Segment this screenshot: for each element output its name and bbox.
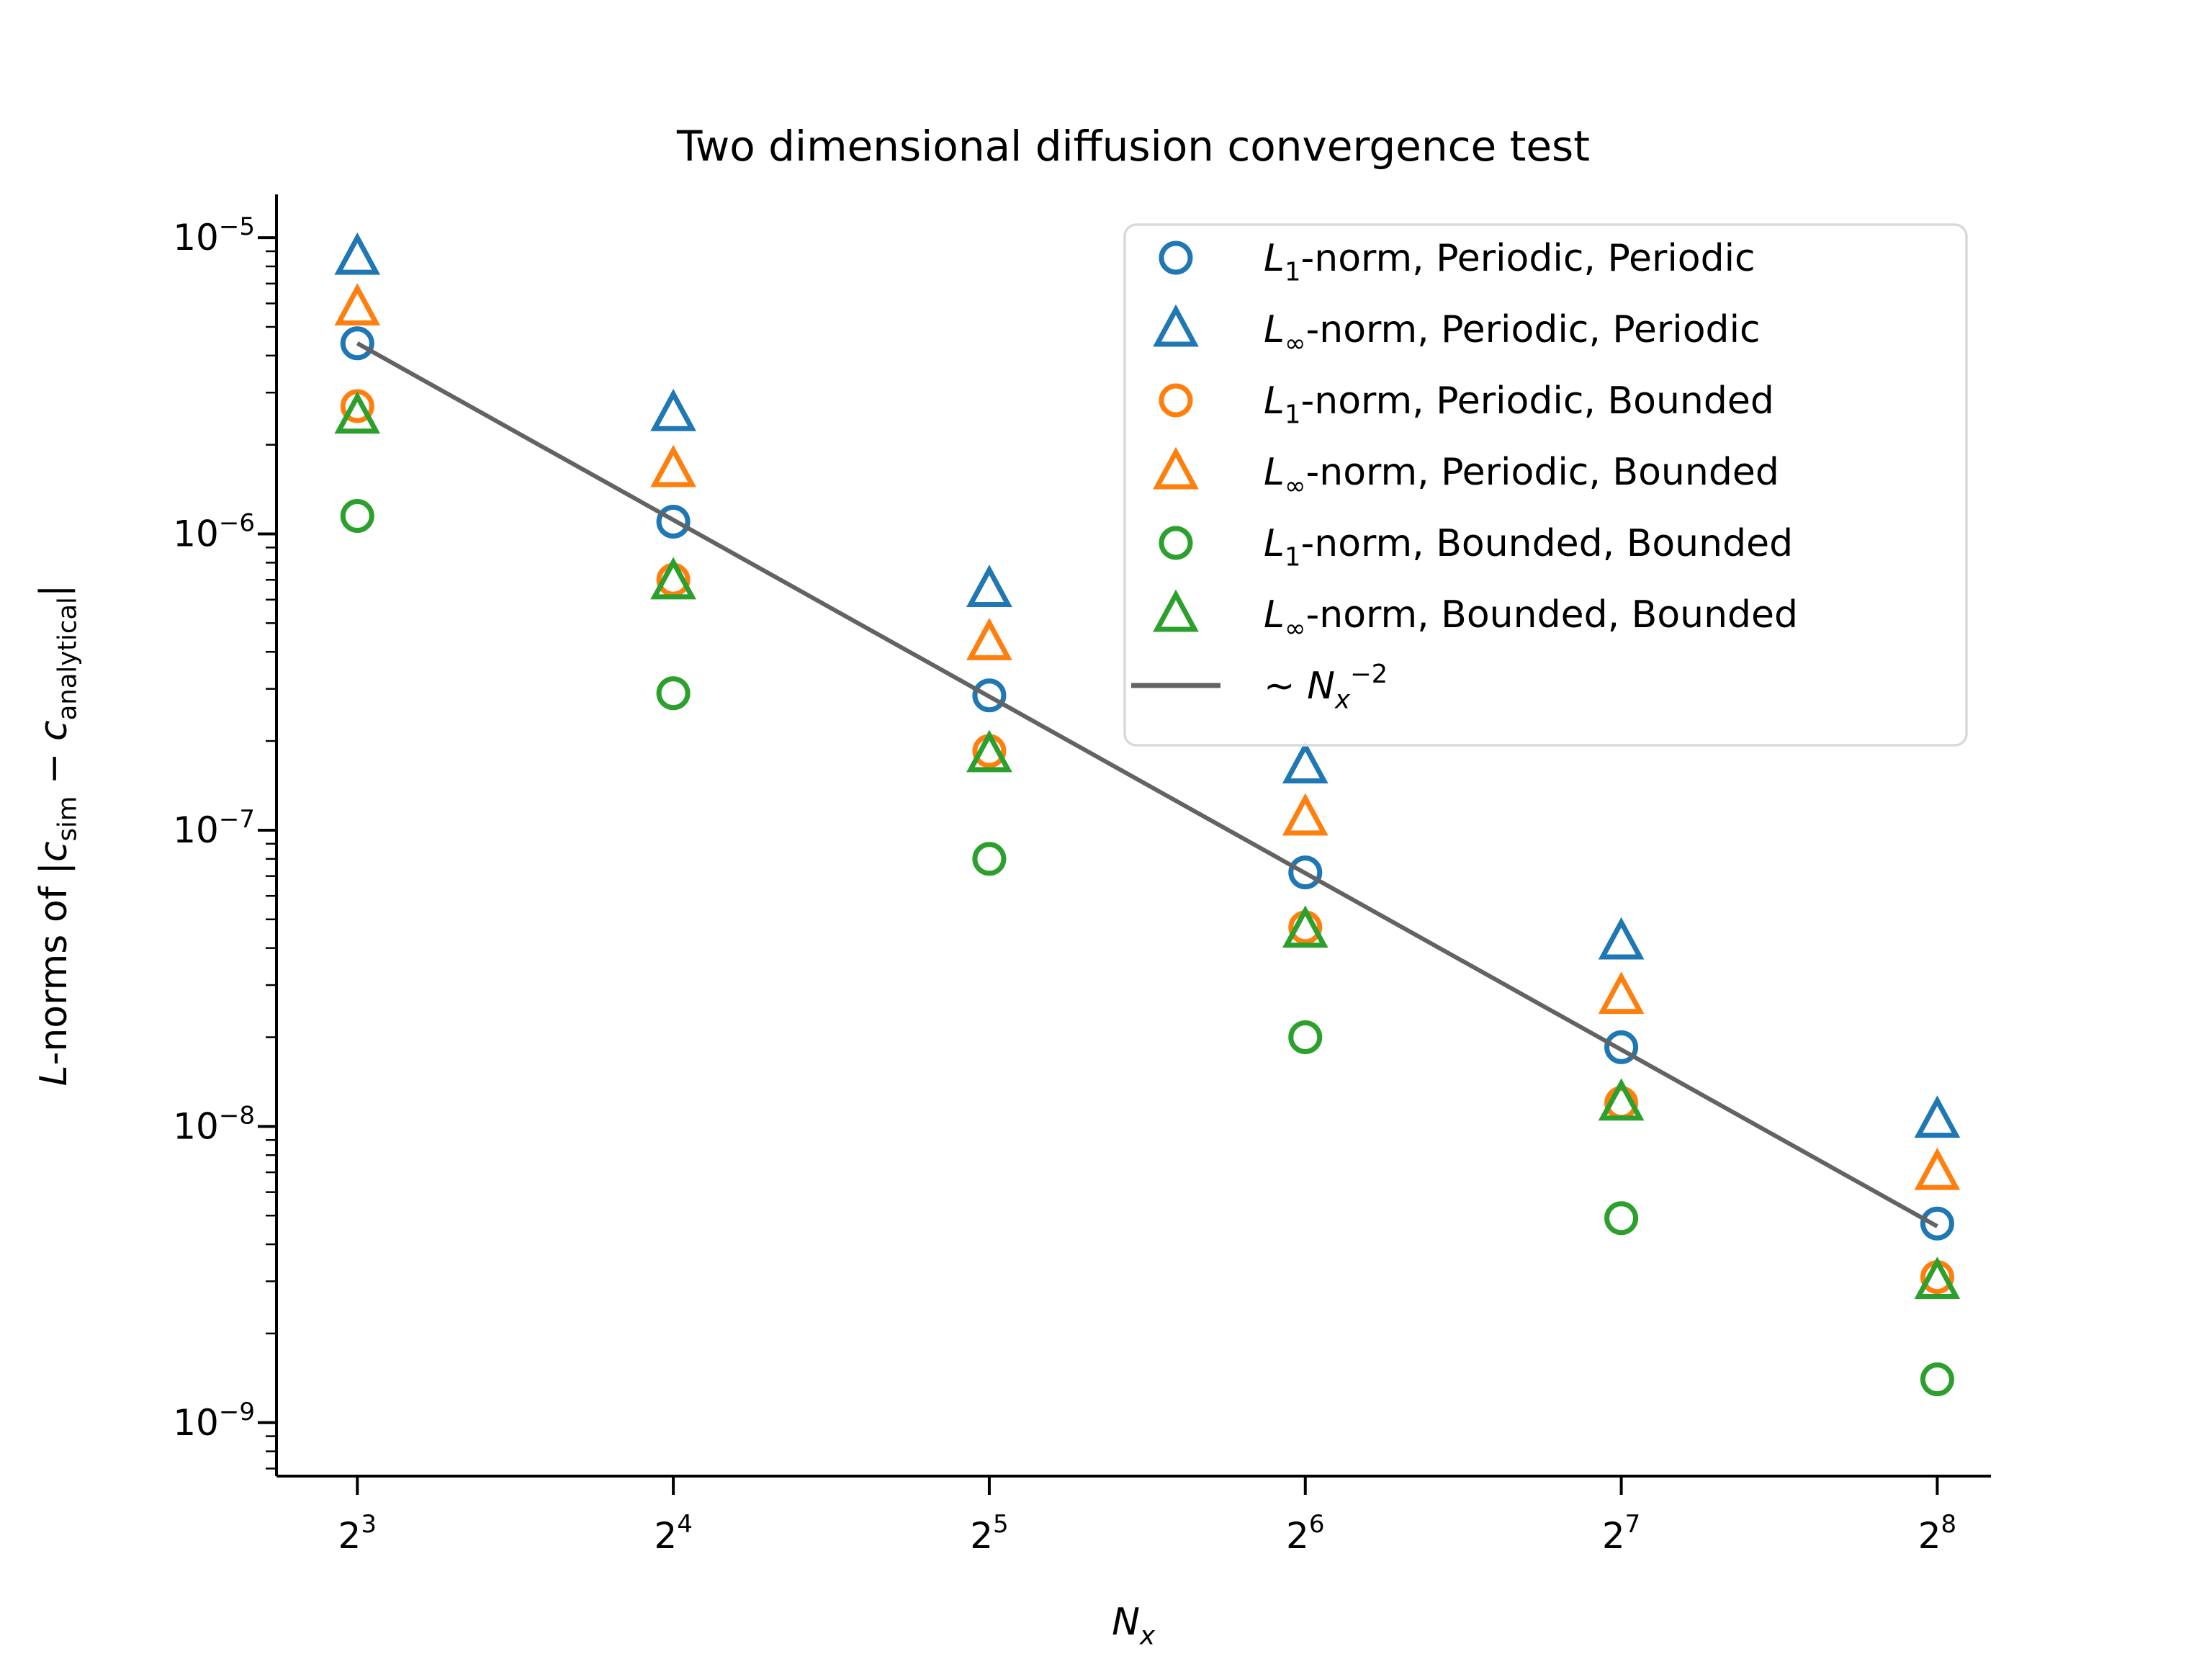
y-tick-label: 10−5 (173, 212, 255, 258)
legend-item: L1-norm, Periodic, Bounded (1159, 379, 1774, 430)
series-linf-periodic-bounded (334, 283, 1961, 1190)
marker-l1-bounded-bounded (1604, 1201, 1639, 1236)
marker-linf-periodic-bounded (650, 444, 696, 487)
x-tick-label: 27 (1602, 1510, 1640, 1557)
marker-linf-periodic-bounded (1914, 1147, 1961, 1190)
y-axis: 10−5 10−6 10−7 10−8 10−9 (173, 212, 276, 1470)
legend: L1-norm, Periodic, Periodic L∞-norm, Peri… (1123, 223, 1968, 747)
marker-linf-periodic-bounded (1598, 971, 1645, 1015)
legend-item: L∞-norm, Bounded, Bounded (1153, 589, 1798, 644)
legend-label: L1-norm, Periodic, Periodic (1264, 237, 1755, 287)
marker-linf-bounded-bounded (966, 729, 1012, 773)
marker-l1-bounded-bounded (972, 842, 1007, 876)
legend-circle-marker-icon (1159, 383, 1193, 418)
marker-linf-bounded-bounded (1914, 1256, 1961, 1299)
marker-linf-periodic-periodic (650, 388, 696, 431)
marker-l1-periodic-periodic (972, 678, 1007, 713)
marker-l1-periodic-periodic (1920, 1206, 1954, 1241)
legend-item: L1-norm, Periodic, Periodic (1159, 237, 1755, 287)
series-linf-periodic-periodic (334, 232, 1961, 1138)
legend-label: L1-norm, Periodic, Bounded (1264, 379, 1774, 430)
series-l1-periodic-periodic (340, 326, 1954, 1241)
x-tick-label: 28 (1918, 1510, 1956, 1557)
y-tick-label: 10−6 (173, 509, 255, 555)
legend-triangle-marker-icon (1153, 304, 1199, 347)
x-tick-label: 24 (654, 1510, 692, 1557)
marker-linf-periodic-periodic (1914, 1095, 1961, 1138)
marker-linf-bounded-bounded (650, 557, 696, 600)
marker-l1-bounded-bounded (1920, 1362, 1954, 1397)
legend-triangle-marker-icon (1153, 446, 1199, 490)
x-axis-label: Nx (1112, 1601, 1156, 1651)
marker-l1-bounded-bounded (1288, 1020, 1323, 1055)
legend-label: L∞-norm, Periodic, Periodic (1264, 308, 1761, 359)
marker-linf-bounded-bounded (334, 391, 381, 434)
legend-item: L∞-norm, Periodic, Bounded (1153, 446, 1779, 501)
marker-l1-periodic-periodic (1604, 1030, 1639, 1064)
reference-line (356, 341, 1938, 1228)
x-tick-label: 25 (970, 1510, 1008, 1557)
data-points (334, 232, 1961, 1397)
legend-label: L∞-norm, Bounded, Bounded (1264, 593, 1798, 644)
marker-linf-periodic-bounded (1282, 793, 1328, 836)
reference-line-group (356, 341, 1938, 1228)
y-tick-label: 10−8 (173, 1101, 255, 1147)
x-tick-label: 26 (1286, 1510, 1324, 1557)
legend-box (1123, 223, 1968, 747)
legend-item: L1-norm, Bounded, Bounded (1159, 522, 1793, 572)
x-tick-label: 23 (338, 1510, 377, 1557)
series-l1-bounded-bounded (340, 499, 1954, 1397)
marker-linf-periodic-periodic (334, 232, 381, 275)
legend-item: ~ Nx−2 (1131, 660, 1388, 715)
chart-title: Two dimensional diffusion convergence te… (676, 122, 1590, 171)
y-axis-label: L-norms of |csim − canalytical| (32, 585, 83, 1087)
marker-linf-periodic-periodic (1598, 917, 1645, 960)
marker-linf-periodic-periodic (966, 565, 1012, 607)
y-tick-label: 10−7 (173, 805, 255, 851)
axes-spines (275, 194, 1991, 1478)
marker-linf-periodic-bounded (334, 283, 381, 325)
legend-circle-marker-icon (1159, 240, 1193, 275)
marker-linf-periodic-bounded (966, 617, 1012, 660)
legend-triangle-marker-icon (1153, 589, 1199, 632)
legend-label: L∞-norm, Periodic, Bounded (1264, 451, 1779, 501)
marker-l1-bounded-bounded (340, 499, 374, 534)
marker-l1-periodic-periodic (340, 326, 374, 361)
legend-label: L1-norm, Bounded, Bounded (1264, 522, 1793, 572)
y-tick-label: 10−9 (173, 1398, 255, 1444)
x-axis: 23 24 25 26 27 28 (338, 1476, 1956, 1557)
marker-l1-periodic-periodic (656, 504, 691, 539)
marker-linf-periodic-periodic (1282, 741, 1328, 783)
legend-circle-marker-icon (1159, 526, 1193, 560)
marker-l1-periodic-periodic (1288, 855, 1323, 890)
legend-label: ~ Nx−2 (1264, 660, 1388, 714)
series-linf-bounded-bounded (334, 391, 1961, 1299)
marker-l1-bounded-bounded (656, 676, 691, 711)
marker-linf-bounded-bounded (1598, 1078, 1645, 1121)
legend-item: L∞-norm, Periodic, Periodic (1153, 304, 1761, 359)
marker-linf-bounded-bounded (1282, 905, 1328, 948)
